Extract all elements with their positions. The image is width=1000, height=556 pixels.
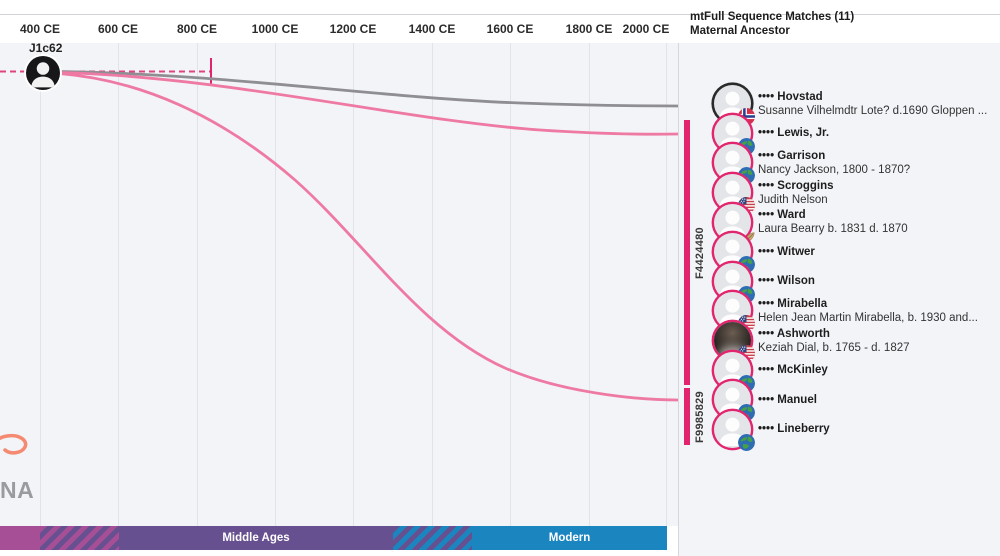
match-name: •••• Ashworth [758, 327, 830, 340]
match-ancestor-info: Susanne Vilhelmdtr Lote? d.1690 Gloppen … [758, 104, 988, 117]
match-row[interactable]: •••• Ashworth Keziah Dial, b. 1765 - d. … [714, 322, 1000, 363]
axis-tick-label: 2000 CE [622, 22, 670, 36]
haplogroup-root-node[interactable] [26, 56, 60, 90]
era-transition-segment [393, 526, 472, 550]
axis-tick-label: 800 CE [176, 22, 218, 36]
brand-logo-fragment-icon [0, 433, 28, 455]
person-icon [31, 62, 55, 88]
group-bar-f4424480 [684, 120, 690, 385]
avatar [714, 203, 755, 243]
match-row[interactable]: •••• McKinley [714, 351, 1000, 392]
match-name: •••• Manuel [758, 393, 817, 406]
gridline [589, 43, 590, 526]
group-label-f4424480: F4424480 [694, 226, 706, 279]
matches-count-title: mtFull Sequence Matches (11) [690, 11, 855, 23]
match-name: •••• Lineberry [758, 423, 830, 436]
match-name: •••• McKinley [758, 364, 828, 377]
era-label: Middle Ages [222, 532, 290, 544]
group-label-f9985829: F9985829 [694, 390, 706, 443]
match-row[interactable]: •••• Lineberry [714, 410, 1000, 451]
maternal-ancestor-label: Maternal Ancestor [690, 25, 790, 37]
us-flag-icon [738, 345, 755, 363]
gridline [666, 43, 667, 526]
match-row[interactable]: •••• Manuel [714, 381, 1000, 422]
match-name: •••• Garrison [758, 149, 826, 162]
match-row[interactable]: •••• Ward Laura Bearry b. 1831 d. 1870 [714, 203, 1000, 243]
era-segment-modern: Modern [472, 526, 667, 550]
gridline [118, 43, 119, 526]
timeline-chart-area [0, 43, 678, 526]
match-name: •••• Wilson [758, 275, 815, 288]
match-name: •••• Witwer [758, 245, 815, 258]
axis-tick-label: 1800 CE [565, 22, 613, 36]
globe-icon [738, 433, 755, 451]
match-row[interactable]: •••• Mirabella Helen Jean Martin Mirabel… [714, 292, 1000, 333]
match-row[interactable]: •••• Garrison Nancy Jackson, 1800 - 1870… [714, 144, 1000, 185]
haplogroup-label: J1c62 [29, 41, 63, 55]
match-ancestor-info: Laura Bearry b. 1831 d. 1870 [758, 223, 908, 236]
axis-tick-label: 400 CE [19, 22, 61, 36]
match-name: •••• Hovstad [758, 90, 823, 103]
gridline [510, 43, 511, 526]
era-label: Modern [548, 532, 591, 544]
avatar [714, 410, 755, 451]
match-row[interactable]: •••• Witwer [714, 233, 1000, 274]
axis-tick-label: 1200 CE [329, 22, 377, 36]
axis-tick-label: 1600 CE [486, 22, 534, 36]
gridline [432, 43, 433, 526]
match-name: •••• Ward [758, 209, 806, 222]
group-bar-f9985829 [684, 388, 690, 445]
match-row[interactable]: •••• Hovstad Susanne Vilhelmdtr Lote? d.… [714, 85, 1000, 126]
match-ancestor-info: Nancy Jackson, 1800 - 1870? [758, 163, 911, 176]
globe-icon [738, 433, 755, 451]
match-ancestor-info: Keziah Dial, b. 1765 - d. 1827 [758, 341, 910, 354]
match-ancestor-info: Helen Jean Martin Mirabella, b. 1930 and… [758, 311, 978, 324]
top-border [0, 14, 1000, 15]
matches-list: •••• Hovstad Susanne Vilhelmdtr Lote? d.… [714, 85, 1000, 451]
match-name: •••• Scroggins [758, 179, 834, 192]
gridline [275, 43, 276, 526]
match-name: •••• Mirabella [758, 297, 828, 310]
match-row[interactable]: •••• Lewis, Jr. [714, 114, 1000, 155]
gridline [40, 43, 41, 526]
axis-tick-label: 1000 CE [251, 22, 299, 36]
match-row[interactable]: •••• Wilson [714, 262, 1000, 303]
axis-tick-label: 600 CE [97, 22, 139, 36]
era-transition-segment [0, 526, 40, 550]
era-transition-segment [40, 526, 119, 550]
us-flag-icon [738, 345, 755, 363]
era-bar: Middle Ages Modern [0, 526, 667, 550]
brand-logo-fragment-text: NA [0, 477, 35, 503]
era-segment-middle-ages: Middle Ages [119, 526, 393, 550]
gridline [197, 43, 198, 526]
gridline [353, 43, 354, 526]
match-row[interactable]: •••• Scroggins Judith Nelson [714, 174, 1000, 215]
axis-tick-label: 1400 CE [408, 22, 456, 36]
match-name: •••• Lewis, Jr. [758, 127, 830, 140]
panel-header: mtFull Sequence Matches (11) Maternal An… [690, 10, 854, 38]
match-ancestor-info: Judith Nelson [758, 193, 828, 206]
